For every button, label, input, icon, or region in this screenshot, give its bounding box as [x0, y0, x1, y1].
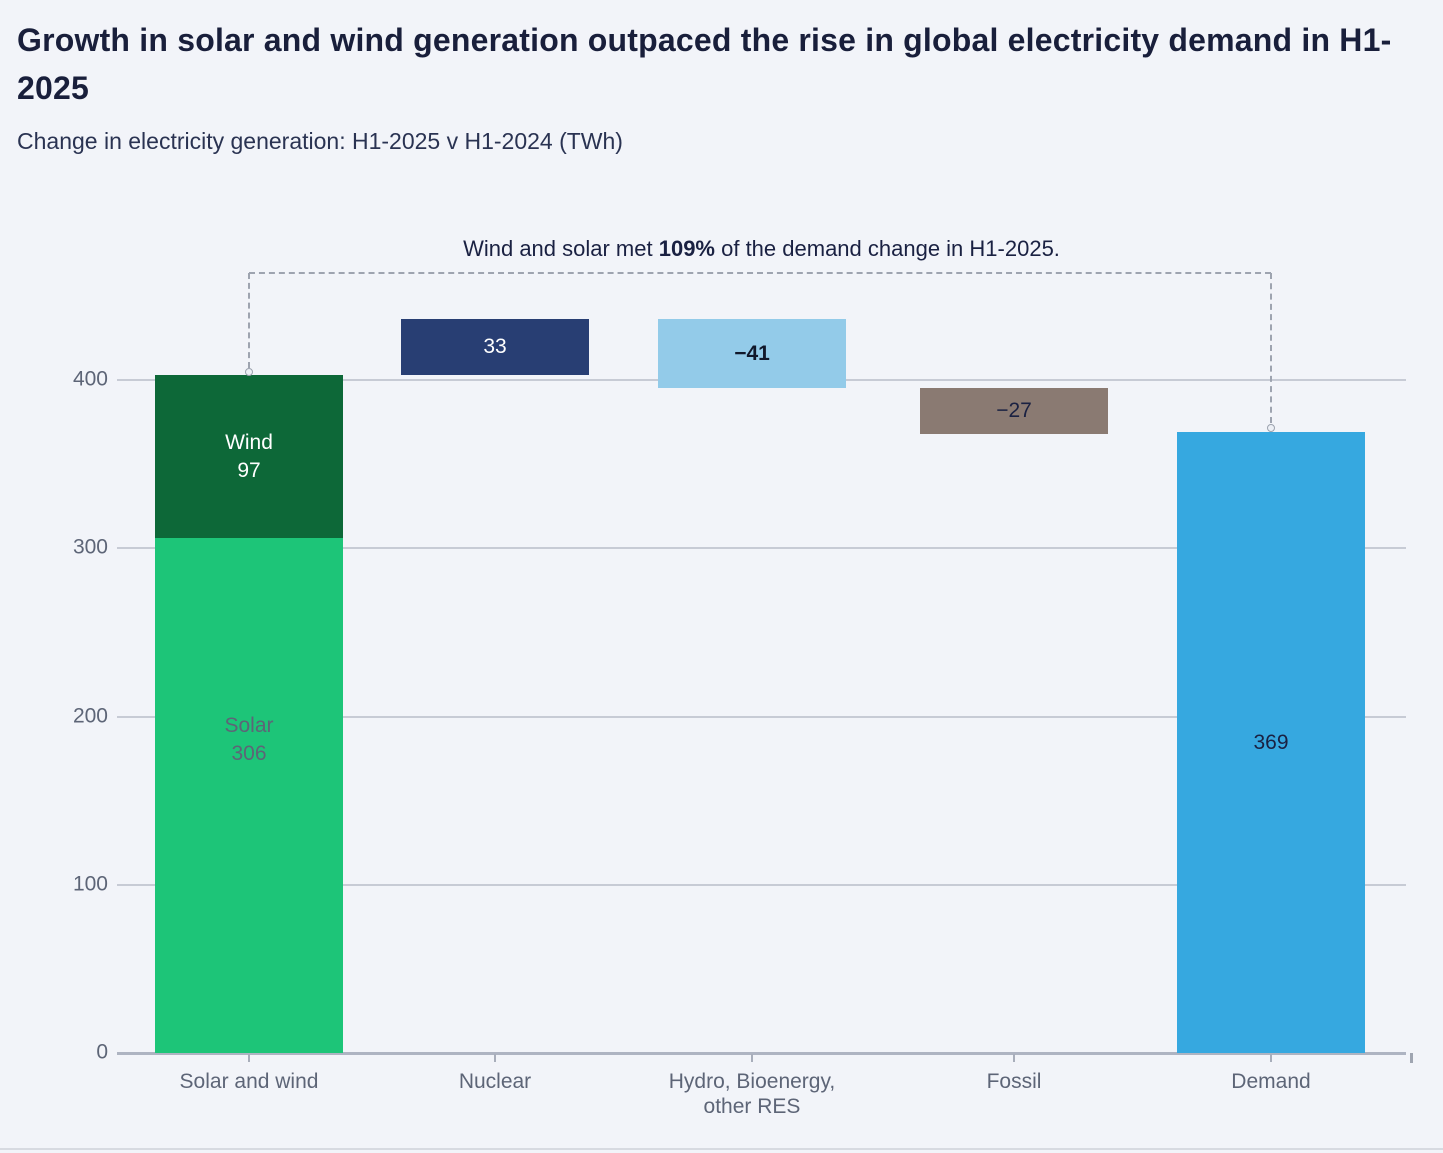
x-axis-tick-solar-and-wind	[248, 1054, 250, 1062]
annotation-highlight: 109%	[658, 236, 715, 261]
x-axis-tick-nuclear	[494, 1054, 496, 1062]
x-axis-category-label-demand: Demand	[1231, 1070, 1311, 1093]
bar-value-label-hydro-bioenergy-other-res: −41	[734, 341, 770, 365]
x-axis-category-label-fossil: Fossil	[986, 1070, 1042, 1093]
y-axis-tick-label-100: 100	[72, 872, 108, 896]
gridline-0	[117, 1052, 1406, 1055]
x-axis-category-label-solar-and-wind: Solar and wind	[179, 1070, 319, 1093]
bottom-divider	[0, 1148, 1443, 1150]
bar-value-label-wind: Wind 97	[225, 430, 273, 482]
annotation: Wind and solar met 109% of the demand ch…	[117, 234, 1406, 264]
gridline-300	[117, 547, 1406, 550]
y-axis-tick-label-0: 0	[96, 1040, 108, 1064]
gridline-100	[117, 883, 1406, 886]
bar-solar	[155, 538, 343, 1053]
x-axis-tick-hydro-bioenergy-other-res	[751, 1054, 753, 1062]
bar-hydro-bioenergy-other-res	[658, 319, 846, 389]
page-subtitle: Change in electricity generation: H1-202…	[17, 128, 623, 154]
bar-value-label-demand: 369	[1253, 730, 1289, 754]
y-axis-tick-label-200: 200	[72, 704, 108, 728]
gridline-200	[117, 715, 1406, 718]
connector-right-end-dot	[1267, 424, 1275, 433]
bar-nuclear	[401, 319, 589, 375]
y-axis-tick-label-400: 400	[72, 367, 108, 391]
annotation-text-pre: Wind and solar met	[463, 236, 659, 261]
x-axis-tick-fossil	[1013, 1054, 1015, 1062]
bar-value-label-fossil: −27	[996, 399, 1032, 423]
connector-left-end-dot	[245, 367, 253, 376]
connector-left-dashed-line	[248, 273, 250, 368]
annotation-text-post: of the demand change in H1-2025.	[715, 236, 1060, 261]
x-axis-tick-demand	[1270, 1054, 1272, 1062]
bar-wind	[155, 374, 343, 539]
x-axis-category-label-hydro-bioenergy-other-res: Hydro, Bioenergy, other RES	[668, 1070, 836, 1118]
bar-fossil	[920, 388, 1108, 434]
page-title: Growth in solar and wind generation outp…	[17, 22, 1392, 106]
bar-value-label-nuclear: 33	[483, 335, 507, 359]
x-axis-end-tick	[1410, 1053, 1413, 1063]
y-axis-tick-label-300: 300	[72, 535, 108, 559]
bar-value-label-solar: Solar 306	[224, 714, 274, 765]
connector-horizontal-dashed-line	[249, 272, 1271, 274]
x-axis-category-label-nuclear: Nuclear	[458, 1070, 532, 1093]
bar-demand	[1177, 432, 1365, 1053]
connector-right-dashed-line	[1270, 273, 1272, 424]
